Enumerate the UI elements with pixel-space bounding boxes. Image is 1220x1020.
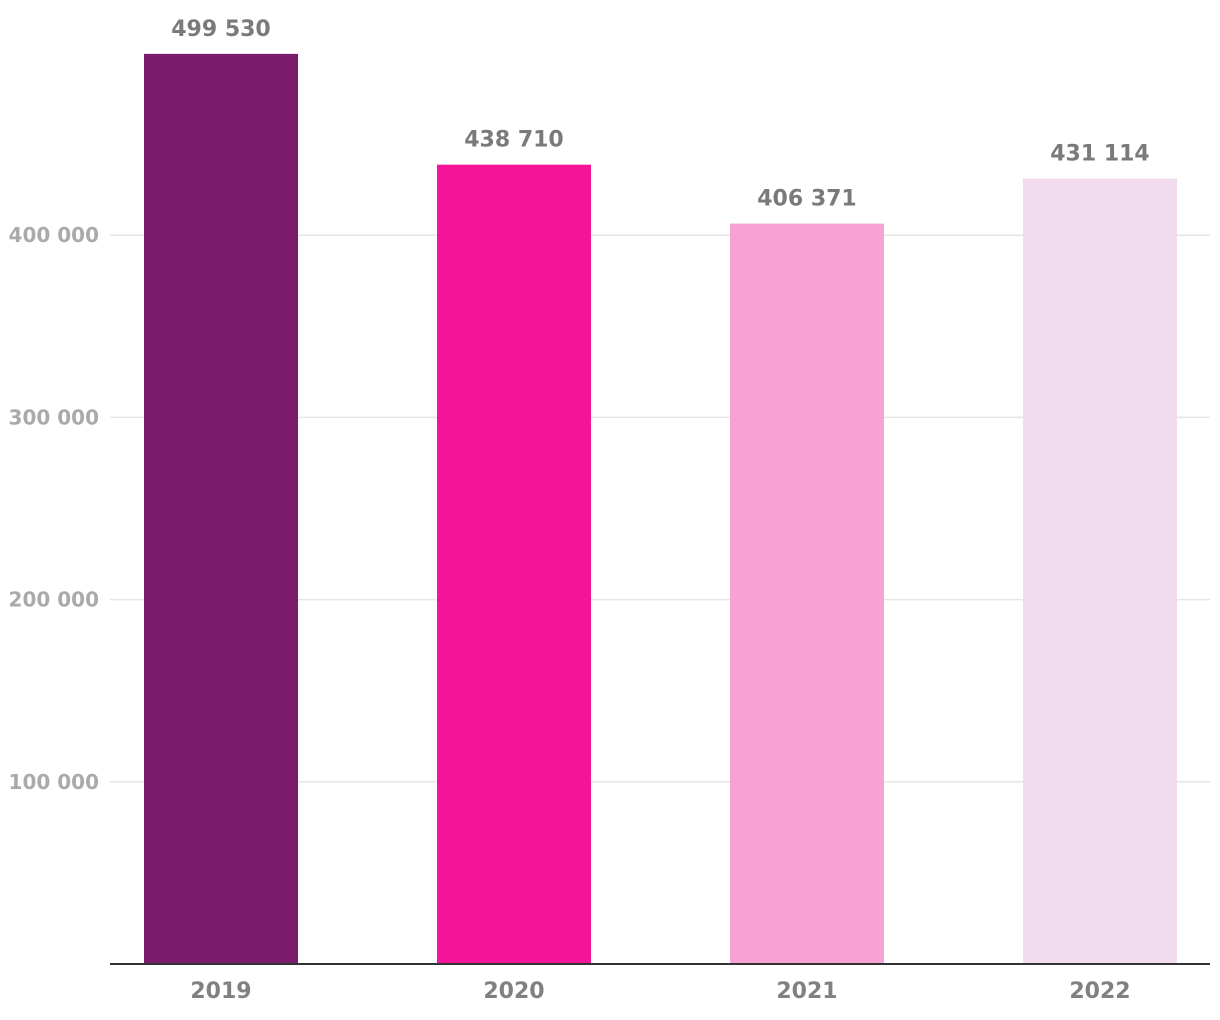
y-tick-label-3: 400 000 — [9, 223, 99, 247]
bar-2020 — [437, 164, 591, 964]
y-tick-label-1: 200 000 — [9, 588, 99, 612]
data-labels: 499 530 438 710 406 371 431 114 — [171, 17, 1150, 212]
data-label-2021: 406 371 — [757, 187, 857, 212]
data-label-2019: 499 530 — [171, 17, 271, 42]
x-tick-label-2022: 2022 — [1069, 979, 1130, 1004]
bar-2021 — [730, 223, 884, 964]
y-tick-label-0: 100 000 — [9, 770, 99, 794]
x-tick-label-2021: 2021 — [776, 979, 837, 1004]
bar-2019 — [144, 53, 298, 965]
x-axis-ticks: 2019 2020 2021 2022 — [190, 979, 1130, 1004]
bars — [144, 53, 1177, 965]
x-tick-label-2019: 2019 — [190, 979, 251, 1004]
y-axis-ticks: 100 000 200 000 300 000 400 000 — [9, 223, 99, 794]
y-tick-label-2: 300 000 — [9, 405, 99, 429]
data-label-2020: 438 710 — [464, 128, 564, 153]
x-tick-label-2020: 2020 — [483, 979, 544, 1004]
bar-2022 — [1023, 178, 1177, 965]
data-label-2022: 431 114 — [1050, 142, 1150, 167]
